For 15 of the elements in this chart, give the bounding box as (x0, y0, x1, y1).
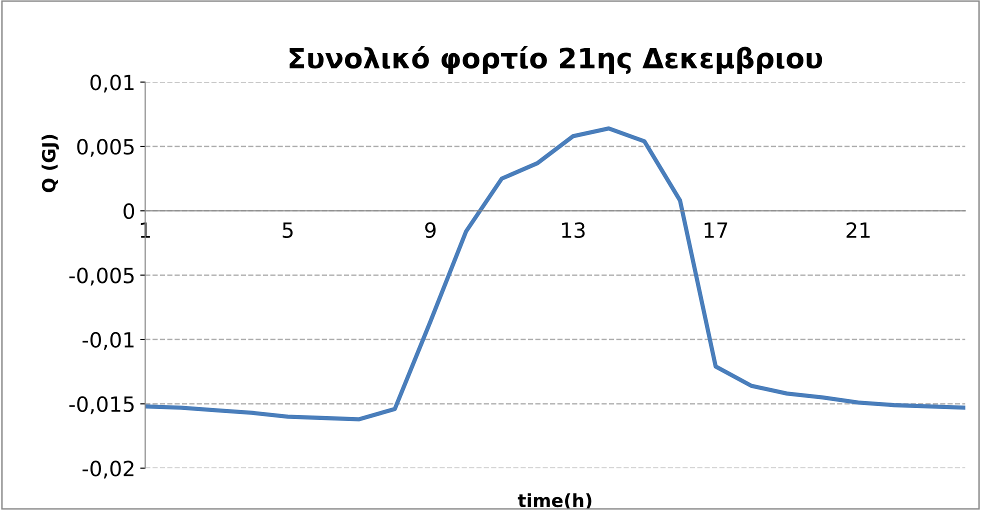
y-tick-label: -0,005 (69, 268, 134, 286)
x-axis-title: time(h) (518, 493, 592, 510)
y-axis-title: Q (GJ) (42, 134, 59, 192)
x-tick-label: 17 (704, 222, 728, 238)
x-tick-label: 13 (562, 222, 585, 238)
x-tick-label: 21 (846, 222, 870, 238)
chart-title: Συνολικό φορτίο 21ης Δεκεμβριου (290, 46, 822, 74)
y-tick-label: -0,02 (82, 460, 134, 479)
x-tick-label: 5 (282, 222, 293, 238)
x-tick-label: 9 (425, 222, 436, 238)
y-tick-label: 0 (124, 203, 134, 220)
y-tick-label: 0,01 (90, 74, 134, 92)
y-tick-label: -0,01 (82, 332, 134, 350)
y-tick-label: 0,005 (77, 138, 134, 157)
y-tick-label: -0,015 (69, 396, 134, 414)
